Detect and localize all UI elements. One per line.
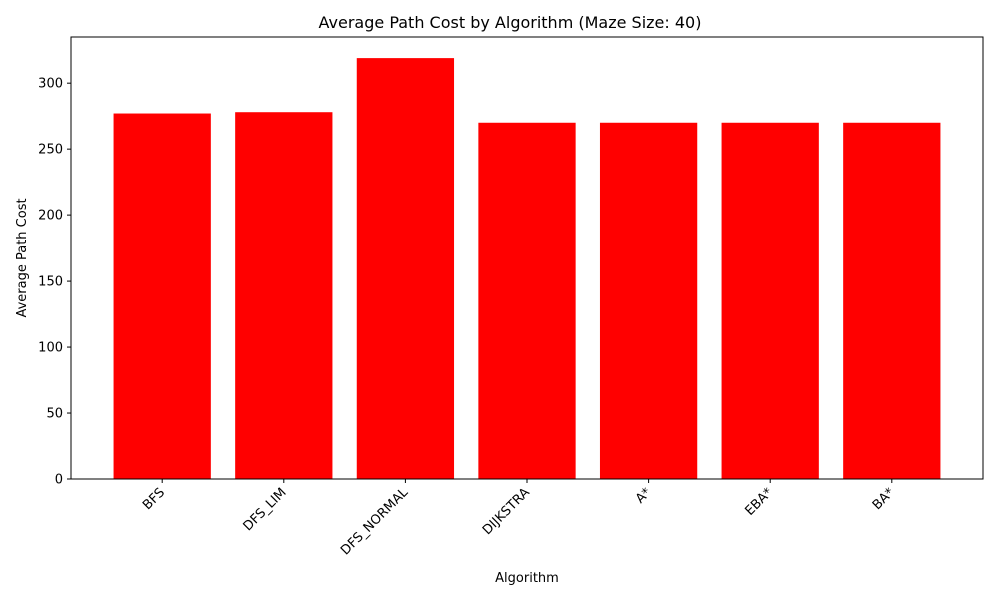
x-axis-label: Algorithm [495,571,559,586]
y-tick-label: 200 [38,209,63,224]
bars-layer [113,58,941,480]
x-tick-label: BFS [140,485,168,513]
y-axis-label: Average Path Cost [15,198,30,317]
bar [478,122,576,479]
y-tick-label: 0 [55,473,63,488]
y-tick-label: 150 [38,275,63,290]
x-tick-label: DFS_LIM [241,485,290,534]
x-tick-label: A* [633,485,655,507]
x-tick-label: DFS_NORMAL [338,485,412,559]
x-tick-label: DIJKSTRA [480,485,533,538]
y-tick-label: 250 [38,143,63,158]
y-tick-label: 100 [38,341,63,356]
bar [113,113,211,479]
bar [356,58,455,480]
bar [599,122,698,479]
x-tick-label: EBA* [742,485,776,519]
y-tick-label: 50 [46,407,63,422]
y-tick-label: 300 [38,77,63,92]
chart-title: Average Path Cost by Algorithm (Maze Siz… [319,13,702,32]
bar [843,122,941,479]
bar [235,112,333,480]
bar [721,122,819,479]
x-tick-label: BA* [870,485,898,513]
